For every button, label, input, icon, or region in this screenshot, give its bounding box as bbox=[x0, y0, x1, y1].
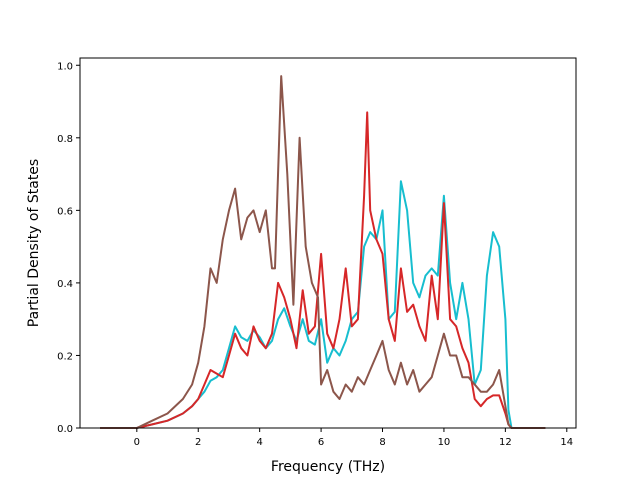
series-line-2 bbox=[100, 75, 546, 429]
series-line-1 bbox=[100, 111, 546, 429]
x-tick-label: 6 bbox=[318, 437, 324, 448]
x-tick-label: 12 bbox=[499, 437, 512, 448]
y-tick-label: 0.8 bbox=[57, 134, 73, 145]
y-axis: 0.0 0.2 0.4 0.6 0.8 1.0 bbox=[57, 61, 80, 435]
x-tick-label: 2 bbox=[195, 437, 201, 448]
y-axis-label: Partial Density of States bbox=[26, 159, 42, 327]
series-layer bbox=[100, 75, 546, 429]
x-tick-label: 8 bbox=[379, 437, 385, 448]
plot-frame bbox=[79, 57, 577, 429]
y-tick-label: 1.0 bbox=[57, 61, 73, 72]
x-tick-label: 0 bbox=[134, 437, 140, 448]
y-tick-label: 0.2 bbox=[57, 351, 73, 362]
x-axis: 0 2 4 6 8 10 12 14 bbox=[134, 428, 573, 448]
y-tick-label: 0.4 bbox=[57, 279, 73, 290]
y-tick-label: 0.0 bbox=[57, 424, 73, 435]
x-axis-label: Frequency (THz) bbox=[271, 459, 385, 475]
x-tick-label: 10 bbox=[438, 437, 451, 448]
series-line-0 bbox=[100, 180, 546, 429]
y-tick-label: 0.6 bbox=[57, 206, 73, 217]
x-tick-label: 14 bbox=[560, 437, 573, 448]
x-tick-label: 4 bbox=[256, 437, 262, 448]
